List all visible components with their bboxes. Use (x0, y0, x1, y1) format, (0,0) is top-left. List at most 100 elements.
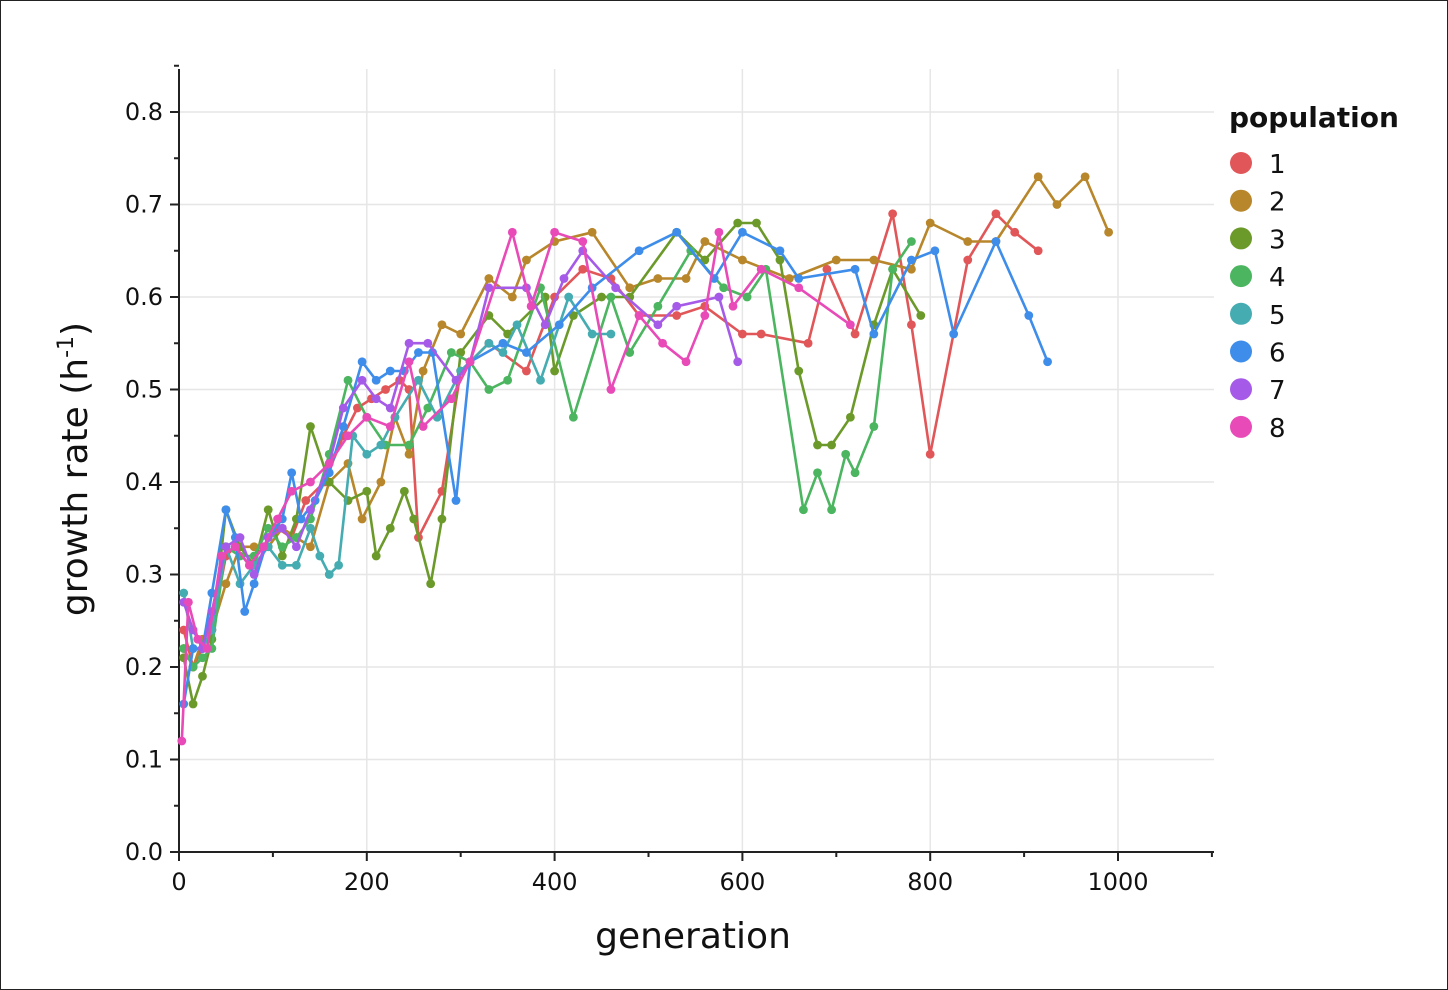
data-point (338, 422, 348, 431)
series-6 (179, 227, 1052, 709)
data-point (653, 274, 663, 283)
data-point (259, 542, 268, 552)
data-point (296, 514, 306, 524)
data-point (188, 699, 198, 709)
data-point (634, 311, 644, 320)
data-point (799, 505, 808, 515)
series-line (182, 231, 1049, 705)
data-point (700, 311, 710, 320)
data-point (484, 385, 494, 394)
data-point (437, 320, 447, 330)
data-point (437, 514, 447, 524)
legend-label: 3 (1269, 225, 1286, 255)
data-point (550, 227, 559, 237)
data-point (381, 385, 390, 394)
data-point (653, 301, 663, 311)
data-point (634, 246, 644, 256)
data-point (446, 348, 456, 357)
data-point (606, 385, 616, 394)
data-point (888, 264, 898, 274)
data-point (334, 560, 344, 570)
data-point (733, 357, 743, 367)
data-point (672, 301, 682, 311)
data-point (291, 542, 301, 552)
data-point (963, 255, 973, 265)
legend-swatch (1230, 415, 1252, 438)
data-point (371, 375, 381, 385)
legend-label: 2 (1269, 188, 1286, 218)
legend-swatch (1230, 227, 1252, 250)
legend-label: 6 (1269, 339, 1286, 369)
x-tick-label: 400 (532, 868, 578, 896)
gridlines (179, 69, 1214, 852)
legend-title: population (1229, 101, 1399, 134)
data-point (522, 366, 531, 376)
data-point (845, 412, 855, 422)
data-point (869, 422, 879, 431)
data-point (315, 551, 325, 561)
data-point (414, 375, 423, 385)
data-point (306, 542, 315, 552)
x-tick-label: 1000 (1087, 868, 1148, 896)
data-point (831, 255, 841, 265)
data-point (1033, 172, 1043, 182)
data-point (221, 542, 231, 552)
data-point (869, 329, 879, 339)
y-tick-label: 0.0 (125, 838, 163, 866)
data-point (371, 394, 381, 404)
data-point (813, 440, 822, 450)
data-point (794, 366, 804, 376)
y-tick-label: 0.2 (125, 653, 163, 681)
data-point (357, 514, 367, 524)
legend-label: 1 (1269, 150, 1286, 180)
data-point (930, 246, 940, 256)
y-tick-label: 0.6 (125, 283, 163, 311)
data-point (606, 292, 616, 302)
data-point (653, 320, 663, 330)
data-point (277, 551, 287, 561)
y-axis-title: growth rate (h-1) (54, 322, 96, 616)
data-point (306, 505, 315, 515)
data-point (845, 320, 855, 330)
data-point (385, 366, 395, 376)
data-point (418, 422, 428, 431)
data-point (287, 486, 297, 496)
x-tick-label: 600 (719, 868, 765, 896)
data-point (484, 283, 494, 293)
data-point (385, 523, 395, 533)
data-point (587, 227, 597, 237)
legend-label: 5 (1269, 301, 1286, 331)
data-point (733, 218, 743, 228)
data-point (925, 218, 935, 228)
data-point (188, 644, 198, 653)
data-point (503, 375, 513, 385)
data-point (498, 338, 508, 348)
data-point (376, 440, 386, 450)
data-point (1033, 246, 1043, 256)
series-4 (179, 237, 916, 672)
data-point (465, 357, 475, 367)
data-point (1010, 227, 1020, 237)
data-point (813, 468, 822, 478)
data-point (507, 292, 517, 302)
data-point (230, 542, 240, 552)
data-point (362, 486, 372, 496)
y-axis-title-superscript: -1 (54, 336, 79, 358)
data-point (526, 301, 536, 311)
data-point (681, 274, 691, 283)
data-point (540, 320, 550, 330)
series-8 (177, 227, 855, 746)
data-point (221, 579, 231, 589)
data-point (385, 403, 395, 413)
x-tick-label: 800 (907, 868, 953, 896)
legend-swatch (1230, 189, 1252, 212)
data-point (752, 218, 761, 228)
data-point (324, 459, 334, 468)
data-point (625, 348, 635, 357)
data-point (587, 329, 597, 339)
data-point (564, 292, 574, 302)
legend-swatch (1230, 265, 1252, 288)
data-point (423, 338, 433, 348)
data-point (399, 486, 409, 496)
